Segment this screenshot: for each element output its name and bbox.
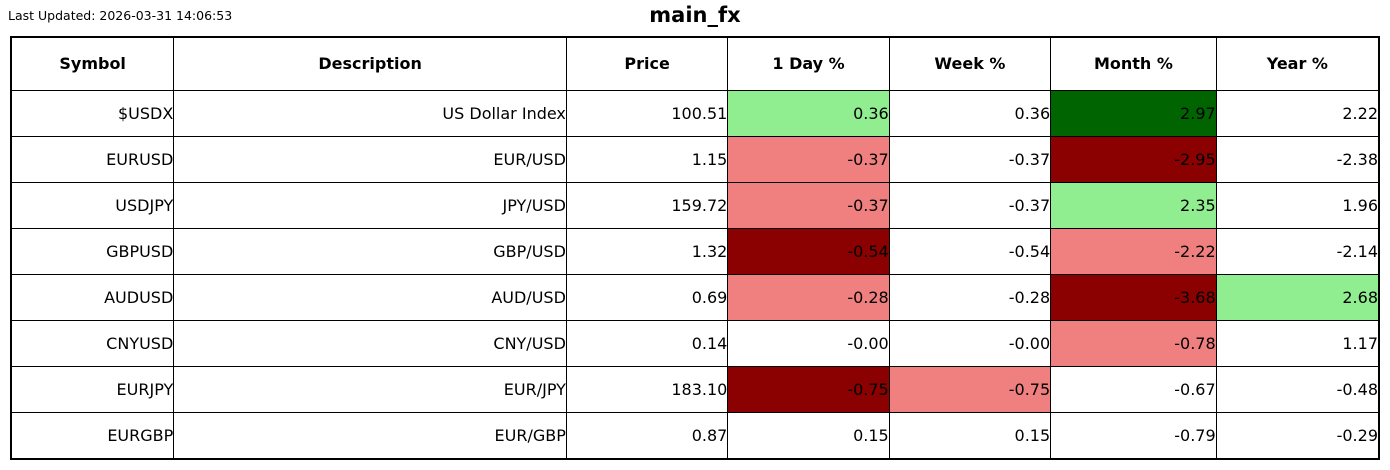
cell-symbol: EURUSD bbox=[10, 135, 175, 183]
cell-description: US Dollar Index bbox=[173, 89, 567, 137]
table-row: $USDX US Dollar Index 100.51 0.36 0.36 2… bbox=[10, 89, 1380, 137]
cell-week: 0.36 bbox=[888, 89, 1052, 137]
cell-month: -3.68 bbox=[1050, 273, 1217, 322]
cell-price: 159.72 bbox=[565, 181, 729, 229]
fx-table: Symbol Description Price 1 Day % Week % … bbox=[10, 36, 1380, 460]
col-header-week: Week % bbox=[888, 36, 1052, 91]
cell-price: 0.87 bbox=[565, 412, 729, 460]
cell-price: 1.15 bbox=[565, 135, 729, 183]
cell-price: 1.32 bbox=[565, 227, 729, 276]
last-updated-label: Last Updated: 2026-03-31 14:06:53 bbox=[8, 8, 233, 23]
cell-symbol: $USDX bbox=[10, 89, 175, 137]
cell-description: EUR/USD bbox=[173, 135, 567, 183]
cell-description: EUR/GBP bbox=[173, 412, 567, 460]
cell-week: -0.37 bbox=[888, 135, 1052, 183]
cell-1day: -0.75 bbox=[727, 366, 890, 414]
cell-1day: -0.37 bbox=[727, 135, 890, 183]
cell-symbol: CNYUSD bbox=[10, 320, 175, 368]
col-header-month: Month % bbox=[1050, 36, 1217, 91]
cell-symbol: USDJPY bbox=[10, 181, 175, 229]
cell-price: 100.51 bbox=[565, 89, 729, 137]
cell-symbol: GBPUSD bbox=[10, 227, 175, 276]
col-header-price: Price bbox=[565, 36, 729, 91]
cell-year: -2.14 bbox=[1215, 227, 1380, 276]
cell-symbol: EURJPY bbox=[10, 366, 175, 414]
header-row: Symbol Description Price 1 Day % Week % … bbox=[10, 36, 1380, 91]
chart-title: main_fx bbox=[649, 3, 741, 27]
cell-week: -0.00 bbox=[888, 320, 1052, 368]
table-row: EURUSD EUR/USD 1.15 -0.37 -0.37 -2.95 -2… bbox=[10, 135, 1380, 183]
cell-year: 2.22 bbox=[1215, 89, 1380, 137]
cell-week: -0.28 bbox=[888, 273, 1052, 322]
cell-year: 1.96 bbox=[1215, 181, 1380, 229]
cell-year: 1.17 bbox=[1215, 320, 1380, 368]
table-row: GBPUSD GBP/USD 1.32 -0.54 -0.54 -2.22 -2… bbox=[10, 227, 1380, 276]
cell-description: AUD/USD bbox=[173, 273, 567, 322]
table-row: USDJPY JPY/USD 159.72 -0.37 -0.37 2.35 1… bbox=[10, 181, 1380, 229]
cell-year: -2.38 bbox=[1215, 135, 1380, 183]
table-row: EURGBP EUR/GBP 0.87 0.15 0.15 -0.79 -0.2… bbox=[10, 412, 1380, 460]
cell-month: 2.97 bbox=[1050, 89, 1217, 137]
cell-week: 0.15 bbox=[888, 412, 1052, 460]
cell-month: -2.22 bbox=[1050, 227, 1217, 276]
cell-symbol: AUDUSD bbox=[10, 273, 175, 322]
cell-description: JPY/USD bbox=[173, 181, 567, 229]
cell-1day: 0.15 bbox=[727, 412, 890, 460]
cell-price: 183.10 bbox=[565, 366, 729, 414]
cell-price: 0.69 bbox=[565, 273, 729, 322]
cell-description: EUR/JPY bbox=[173, 366, 567, 414]
cell-month: 2.35 bbox=[1050, 181, 1217, 229]
cell-year: -0.48 bbox=[1215, 366, 1380, 414]
cell-month: -2.95 bbox=[1050, 135, 1217, 183]
cell-description: GBP/USD bbox=[173, 227, 567, 276]
col-header-description: Description bbox=[173, 36, 567, 91]
cell-week: -0.54 bbox=[888, 227, 1052, 276]
cell-year: 2.68 bbox=[1215, 273, 1380, 322]
cell-description: CNY/USD bbox=[173, 320, 567, 368]
cell-month: -0.78 bbox=[1050, 320, 1217, 368]
cell-week: -0.37 bbox=[888, 181, 1052, 229]
cell-month: -0.67 bbox=[1050, 366, 1217, 414]
table-row: CNYUSD CNY/USD 0.14 -0.00 -0.00 -0.78 1.… bbox=[10, 320, 1380, 368]
table-row: AUDUSD AUD/USD 0.69 -0.28 -0.28 -3.68 2.… bbox=[10, 273, 1380, 322]
cell-price: 0.14 bbox=[565, 320, 729, 368]
cell-1day: -0.54 bbox=[727, 227, 890, 276]
cell-symbol: EURGBP bbox=[10, 412, 175, 460]
col-header-year: Year % bbox=[1215, 36, 1380, 91]
cell-month: -0.79 bbox=[1050, 412, 1217, 460]
cell-1day: -0.37 bbox=[727, 181, 890, 229]
cell-year: -0.29 bbox=[1215, 412, 1380, 460]
cell-1day: -0.00 bbox=[727, 320, 890, 368]
col-header-1day: 1 Day % bbox=[727, 36, 890, 91]
table-row: EURJPY EUR/JPY 183.10 -0.75 -0.75 -0.67 … bbox=[10, 366, 1380, 414]
cell-1day: 0.36 bbox=[727, 89, 890, 137]
cell-week: -0.75 bbox=[888, 366, 1052, 414]
col-header-symbol: Symbol bbox=[10, 36, 175, 91]
cell-1day: -0.28 bbox=[727, 273, 890, 322]
